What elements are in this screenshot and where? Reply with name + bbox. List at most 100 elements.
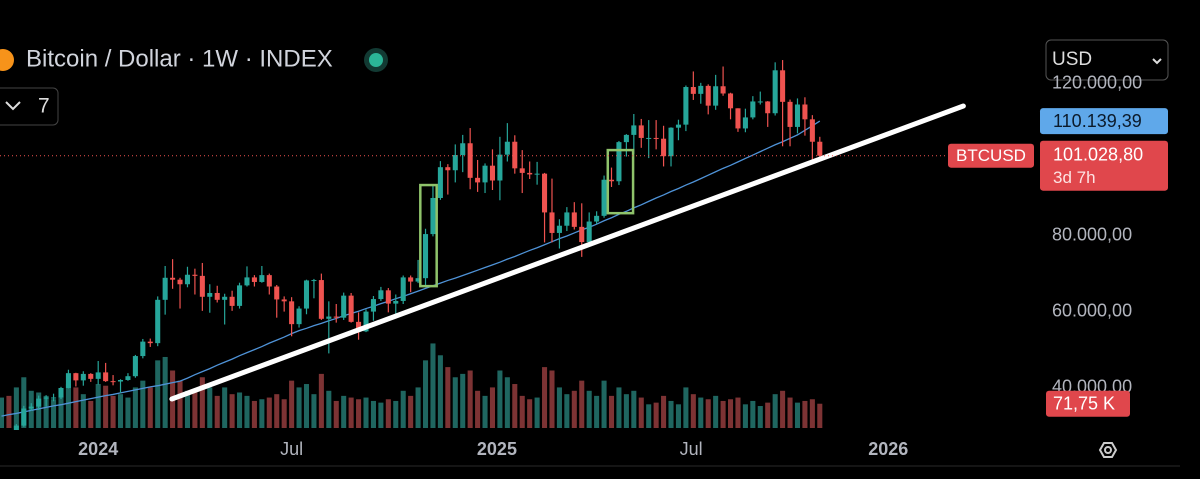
volume-bar <box>13 387 19 428</box>
volume-bar <box>125 397 131 428</box>
volume-bar <box>266 397 272 428</box>
candle-body <box>690 87 696 94</box>
volume-bar <box>668 400 674 428</box>
volume-bar <box>370 400 376 428</box>
candle-body <box>445 167 451 171</box>
volume-bar <box>0 397 5 428</box>
volume-bar <box>80 394 86 428</box>
candle-body <box>170 277 176 280</box>
candle-body <box>757 101 763 103</box>
volume-bar <box>222 387 228 428</box>
candle-body <box>184 274 190 285</box>
candle-body <box>631 125 637 135</box>
volume-bar <box>750 400 756 428</box>
volume-bar <box>311 394 317 428</box>
highlight-box <box>606 148 635 215</box>
indicator-toggle[interactable] <box>0 87 59 126</box>
volume-bar <box>65 384 71 428</box>
candle-body <box>698 85 704 94</box>
candle-body <box>400 277 406 301</box>
candle-body <box>318 280 324 319</box>
candle-body <box>683 87 689 125</box>
volume-bar <box>742 404 748 428</box>
volume-bar <box>579 380 585 428</box>
candle-body <box>110 381 116 383</box>
candle-body <box>58 387 64 398</box>
candle-body <box>43 397 49 399</box>
candle-body <box>452 155 458 171</box>
candle-body <box>356 321 362 332</box>
candle-body <box>88 373 94 379</box>
currency-dropdown[interactable] <box>1045 39 1169 81</box>
candle-body <box>497 154 503 181</box>
candle-body <box>437 167 443 198</box>
volume-bar <box>809 399 815 428</box>
candle-body <box>415 278 421 282</box>
volume-bar <box>512 384 518 428</box>
candle-body <box>73 373 79 381</box>
candle-body <box>780 70 786 102</box>
candle-body <box>348 295 354 322</box>
candle-body <box>809 119 815 142</box>
chevron <box>5 101 21 111</box>
candle-body <box>251 277 257 282</box>
countdown: 3d 7h <box>1053 168 1096 187</box>
volume-bar <box>661 395 667 428</box>
volume-bar <box>631 390 637 428</box>
candle-body <box>393 300 399 304</box>
volume-bar <box>356 399 362 428</box>
volume-bar <box>653 402 659 428</box>
candle-body <box>482 165 488 183</box>
volume-bar <box>21 377 27 428</box>
volume-bar <box>214 395 220 428</box>
candle-body <box>259 275 265 282</box>
plot-area <box>0 60 966 430</box>
volume-bar <box>385 399 391 428</box>
candle-body <box>489 165 496 181</box>
status-dot <box>369 53 383 67</box>
volume-bar <box>646 404 652 428</box>
volume-bar <box>296 387 302 428</box>
volume-bar <box>728 399 734 428</box>
candle-body <box>720 86 726 94</box>
volume-bar <box>437 355 443 428</box>
last-price-label: 101.028,80 <box>1053 144 1143 164</box>
volume-bar <box>229 394 235 428</box>
chevron <box>1152 58 1162 65</box>
volume-bar <box>341 395 347 428</box>
candle-body <box>28 406 34 409</box>
volume-bar <box>452 377 458 428</box>
volume-bar <box>757 406 763 428</box>
candle-body <box>311 280 317 282</box>
volume-bar <box>140 380 146 428</box>
candle-body <box>713 86 719 106</box>
volume-bar <box>542 367 548 428</box>
candle-body <box>266 275 272 287</box>
candle-body <box>772 70 778 114</box>
candle-body <box>207 292 213 297</box>
symbol-label: BTCUSD <box>956 146 1026 165</box>
settings-icon[interactable] <box>1098 442 1118 458</box>
x-tick-label: Jul <box>680 439 703 459</box>
volume-bar <box>601 380 607 428</box>
volume-bar <box>586 390 592 428</box>
x-tick-label: 2026 <box>868 439 908 459</box>
volume-bar <box>720 400 726 428</box>
volume-bar <box>690 394 696 428</box>
volume-bar <box>6 395 12 428</box>
candle-body <box>601 179 607 216</box>
candle-body <box>147 341 153 344</box>
candle-body <box>303 280 310 309</box>
candle-body <box>80 373 86 381</box>
volume-bar <box>698 397 704 428</box>
candle-body <box>728 93 734 109</box>
volume-bar <box>132 387 138 428</box>
volume-bar <box>475 390 481 428</box>
volume-bar <box>408 395 414 428</box>
symbol-badge <box>948 143 1034 168</box>
volume-bar <box>415 387 421 428</box>
volume-badge <box>1046 390 1130 417</box>
volume-bar <box>400 390 406 428</box>
candle-body <box>542 173 548 213</box>
candle-body <box>422 234 429 279</box>
